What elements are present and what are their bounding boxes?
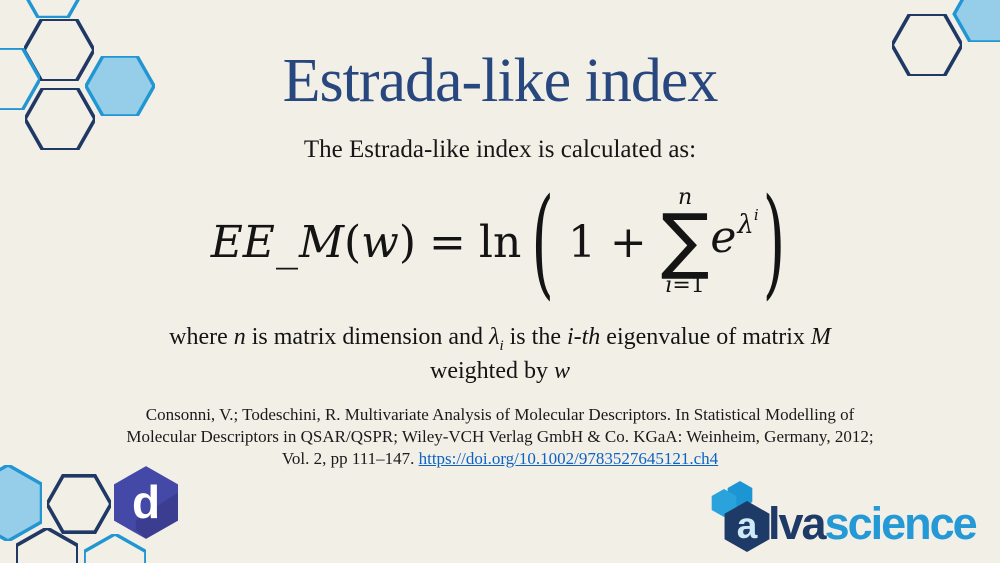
hexagon-filled-lightblue-icon [85,56,155,116]
citation-line-3: Vol. 2, pp 111–147. https://doi.org/10.1… [0,448,1000,470]
formula-one-plus: 1 + [567,216,647,268]
subtitle: The Estrada-like index is calculated as: [303,136,697,163]
where-text: weighted by [430,358,554,385]
alvascience-wordmark-science: science [824,498,978,549]
where-ith: i-th [566,324,601,350]
formula-open-paren: ( [344,216,362,268]
page-title: Estrada-like index [282,47,719,115]
where-line-2: weighted by w [0,356,1000,387]
formula-w: w [361,216,399,268]
citation: Consonni, V.; Todeschini, R. Multivariat… [0,404,1000,470]
where-lambda: λ [489,324,500,350]
formula-lambda: λ [737,209,754,240]
alvadesc-logo-letter: d [131,475,161,528]
alvadesc-logo-hexagon-icon [114,466,178,539]
formula-lambda-exponent: λi [737,206,758,240]
formula-M: M [298,216,344,268]
hexagon-outline-navy-icon [892,14,962,76]
hexagon-filled-lightblue-icon [0,465,42,541]
where-text: where [169,324,234,350]
formula-big-close-paren: ) [762,172,786,312]
summation-upper-limit: n [677,184,693,210]
hexagon-outline-navy-icon [25,88,95,150]
formula-underscore: _ [275,218,298,270]
formula-ln: ln [478,216,522,268]
hexagon-outline-blue-icon [0,48,40,110]
hexagon-filled-lightblue-icon [948,0,1000,42]
hexagon-outline-navy-icon [16,528,78,563]
summation-lower-limit: i=1 [665,275,704,297]
hexagon-outline-blue-icon [23,0,83,18]
sigma-icon: ∑ [660,197,710,282]
alvascience-logo-hexagon-icon [724,501,770,552]
alvascience-wordmark-lva: lva [768,498,827,549]
where-text: eigenvalue of matrix [600,324,811,350]
summation-lower-eq: =1 [672,273,705,299]
formula-lhs: EE_M(w) = ln [210,216,522,270]
where-lambda-sub: i [499,337,504,354]
hexagon-outline-navy-icon [47,473,111,535]
alvascience-wordmark: lvascience [768,498,978,550]
citation-line-2: Molecular Descriptors in QSAR/QSPR; Wile… [126,427,874,447]
where-explanation: where n is matrix dimension and λi is th… [0,322,1000,387]
where-line-1: where n is matrix dimension and λi is th… [0,322,1000,356]
citation-line-3-text: Vol. 2, pp 111–147. [281,449,419,469]
alvascience-logo-a: a [736,505,758,546]
where-text: is the [503,324,567,350]
hexagon-outline-blue-icon [84,534,146,563]
formula-summation: n ∑ i=1 [660,184,710,298]
alvascience-logo-hexagon-small-icon [711,489,737,517]
hexagon-outline-navy-icon [24,19,94,81]
formula-e: e [710,211,737,263]
doi-link[interactable]: https://doi.org/10.1002/9783527645121.ch… [418,449,719,469]
formula-close-paren: ) [398,216,417,268]
where-n: n [233,324,246,350]
formula-big-open-paren: ( [531,172,554,312]
formula-equals: = [429,216,466,268]
where-M: M [810,324,831,350]
where-w: w [553,358,570,385]
formula-EE: EE [210,216,275,268]
citation-line-1: Consonni, V.; Todeschini, R. Multivariat… [145,405,855,424]
where-text: is matrix dimension and [245,324,490,350]
formula: EE_M(w) = ln ( 1 + n ∑ i=1 eλi ) [0,172,1000,312]
summation-lower-i: i [665,273,673,299]
formula-exponential-term: eλi [710,206,758,263]
formula-lambda-subscript: i [753,205,759,224]
